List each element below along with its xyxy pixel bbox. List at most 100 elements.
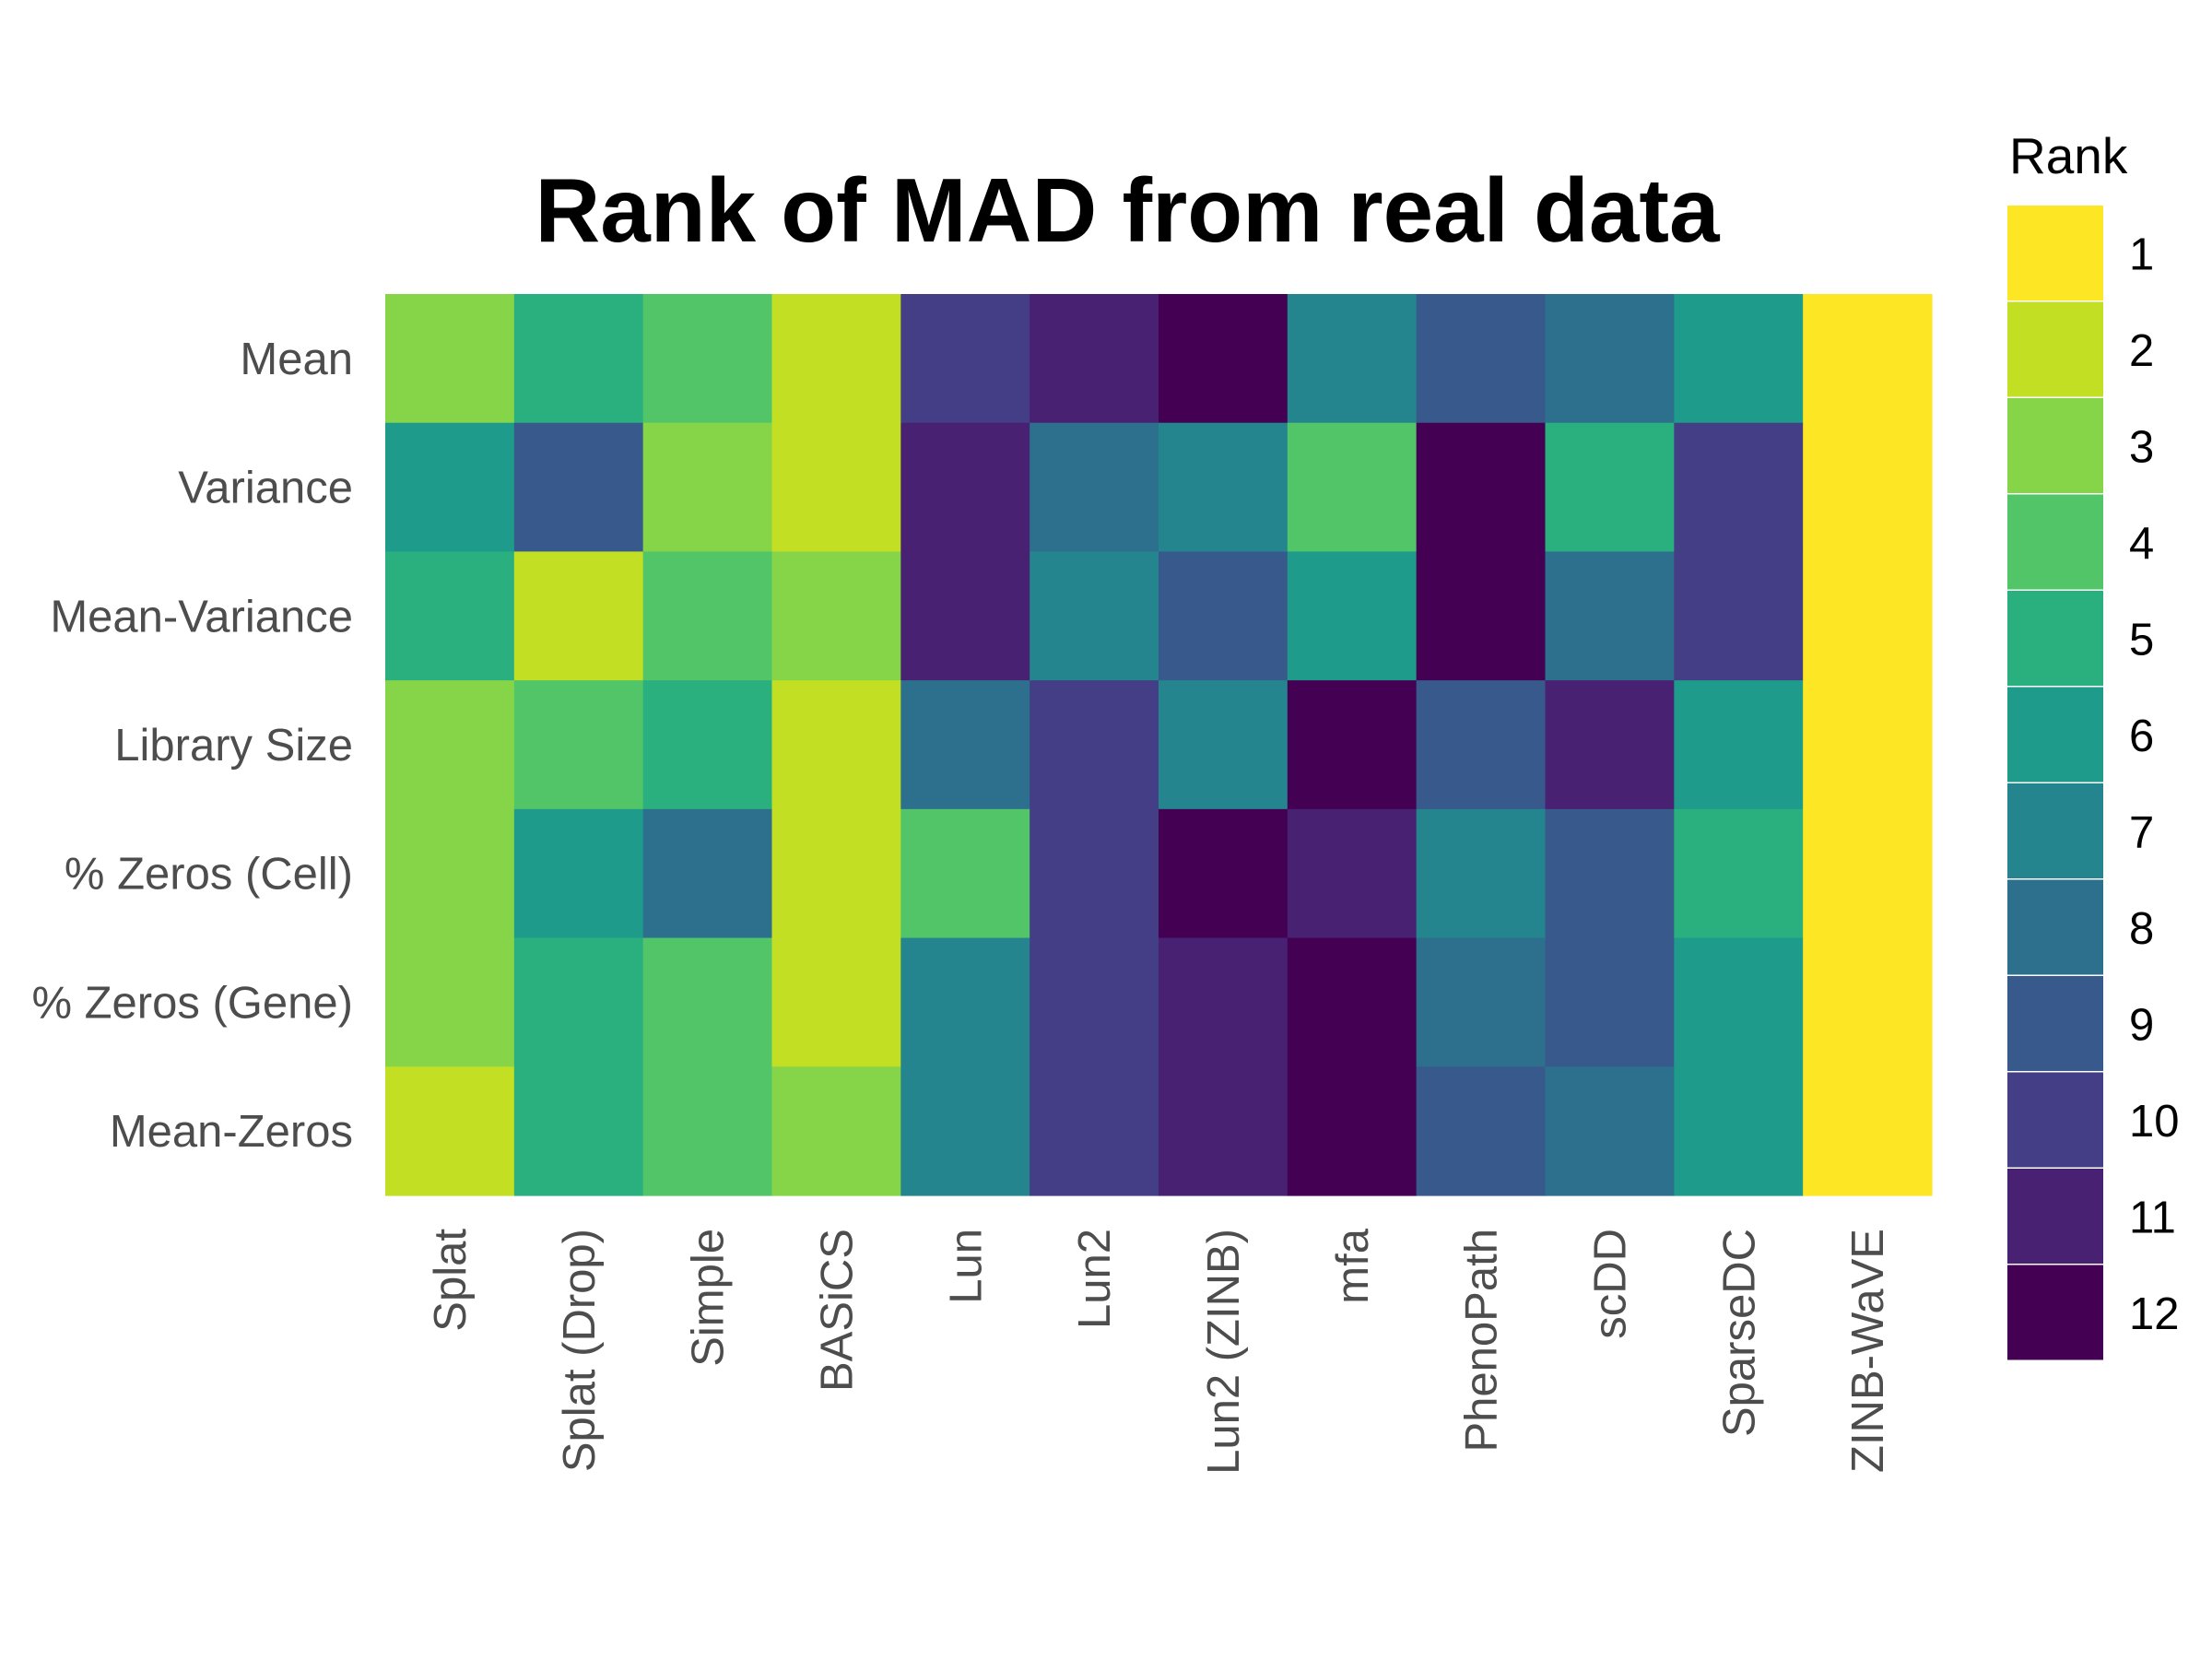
heatmap-cell	[1803, 808, 1933, 939]
heatmap-cell	[513, 422, 644, 553]
legend-label: 2	[2129, 326, 2154, 376]
heatmap-cell	[1674, 680, 1804, 810]
heatmap-cell	[1416, 1066, 1547, 1196]
heatmap-cell	[771, 937, 901, 1067]
heatmap-cell	[385, 422, 515, 553]
heatmap-cell	[1159, 294, 1288, 424]
heatmap-cell	[1545, 422, 1675, 553]
heatmap-cell	[642, 937, 773, 1067]
heatmap-cell	[642, 422, 773, 553]
legend-label: 12	[2129, 1289, 2180, 1339]
heatmap-cell	[513, 808, 644, 939]
heatmap-cell	[1545, 294, 1675, 424]
heatmap-cell	[642, 294, 773, 424]
heatmap-cell	[1416, 294, 1547, 424]
heatmap-cell	[771, 422, 901, 553]
legend-swatch	[2007, 591, 2103, 686]
heatmap-cell	[513, 551, 644, 681]
column-label: Lun2	[1070, 1229, 1120, 1329]
heatmap-cell	[385, 680, 515, 810]
heatmap-cell	[900, 551, 1030, 681]
heatmap-cell	[1416, 551, 1547, 681]
heatmap-cell	[513, 937, 644, 1067]
heatmap-cell	[513, 294, 644, 424]
heatmap-cell	[1159, 551, 1288, 681]
legend-swatch	[2007, 398, 2103, 493]
heatmap-cell	[642, 680, 773, 810]
heatmap-cell	[513, 1066, 644, 1196]
row-label: Variance	[178, 464, 353, 513]
column-label: Lun2 (ZINB)	[1199, 1229, 1249, 1475]
heatmap-cell	[771, 680, 901, 810]
legend-label: 6	[2129, 712, 2154, 761]
column-label: PhenoPath	[1457, 1229, 1507, 1453]
heatmap-cell	[1030, 1066, 1159, 1196]
column-label: scDD	[1585, 1229, 1635, 1339]
heatmap-cell	[1159, 937, 1288, 1067]
column-label: mfa	[1328, 1228, 1378, 1303]
heatmap-cell	[1674, 937, 1804, 1067]
row-label: Mean-Zeros	[110, 1107, 353, 1157]
heatmap-cell	[771, 294, 901, 424]
heatmap-cell	[1416, 937, 1547, 1067]
heatmap-cell	[900, 680, 1030, 810]
legend-swatch	[2007, 206, 2103, 300]
column-label: Splat	[426, 1229, 476, 1332]
heatmap-cell	[900, 422, 1030, 553]
heatmap-cell	[1030, 808, 1159, 939]
heatmap-cell	[1674, 294, 1804, 424]
legend-swatch	[2007, 687, 2103, 782]
legend-label: 8	[2129, 904, 2154, 954]
heatmap-cell	[900, 294, 1030, 424]
heatmap-cell	[771, 1066, 901, 1196]
column-label: ZINB-WaVE	[1843, 1229, 1893, 1473]
heatmap-cell	[385, 1066, 515, 1196]
heatmap-cell	[1030, 551, 1159, 681]
row-label: % Zeros (Gene)	[31, 978, 353, 1028]
legend-swatch	[2007, 879, 2103, 975]
row-label: Library Size	[114, 721, 353, 771]
heatmap-cell	[1030, 680, 1159, 810]
heatmap-cell	[1545, 680, 1675, 810]
row-label: Mean-Variance	[50, 592, 353, 641]
legend-label: 1	[2129, 229, 2154, 279]
legend-label: 11	[2129, 1193, 2176, 1242]
heatmap-cell	[1287, 551, 1418, 681]
heatmap-cell	[385, 294, 515, 424]
heatmap-cell	[1674, 422, 1804, 553]
heatmap-cell	[1287, 680, 1418, 810]
legend-label: 5	[2129, 615, 2154, 665]
legend-swatch	[2007, 783, 2103, 878]
heatmap-cell	[642, 808, 773, 939]
heatmap-cell	[771, 551, 901, 681]
heatmap-cell	[1803, 551, 1933, 681]
heatmap-cell	[771, 808, 901, 939]
legend-label: 9	[2129, 1000, 2154, 1050]
heatmap-cell	[1803, 1066, 1933, 1196]
legend-swatch	[2007, 1072, 2103, 1168]
legend-swatch	[2007, 976, 2103, 1071]
heatmap-cell	[1030, 294, 1159, 424]
legend-swatch	[2007, 1265, 2103, 1360]
heatmap-cell	[1674, 551, 1804, 681]
row-labels: Mean Variance Mean-Variance Library Size % Z…	[31, 335, 353, 1157]
column-label: Splat (Drop)	[555, 1229, 605, 1472]
heatmap-cell	[1159, 808, 1288, 939]
heatmap-cell	[1159, 1066, 1288, 1196]
heatmap-cell	[900, 1066, 1030, 1196]
heatmap-cell	[1674, 1066, 1804, 1196]
heatmap-cell	[1287, 937, 1418, 1067]
column-labels: Splat Splat (Drop) Simple BASiCS Lun Lun2 Lun2…	[426, 1228, 1893, 1475]
legend-label: 4	[2129, 519, 2154, 569]
heatmap-cell	[1803, 422, 1933, 553]
heatmap-cell	[1803, 680, 1933, 810]
legend-label: 3	[2129, 422, 2154, 472]
heatmap-cell	[642, 551, 773, 681]
row-label: Mean	[240, 335, 353, 384]
column-label: BASiCS	[812, 1229, 862, 1392]
heatmap-cell	[642, 1066, 773, 1196]
heatmap-cell	[385, 937, 515, 1067]
